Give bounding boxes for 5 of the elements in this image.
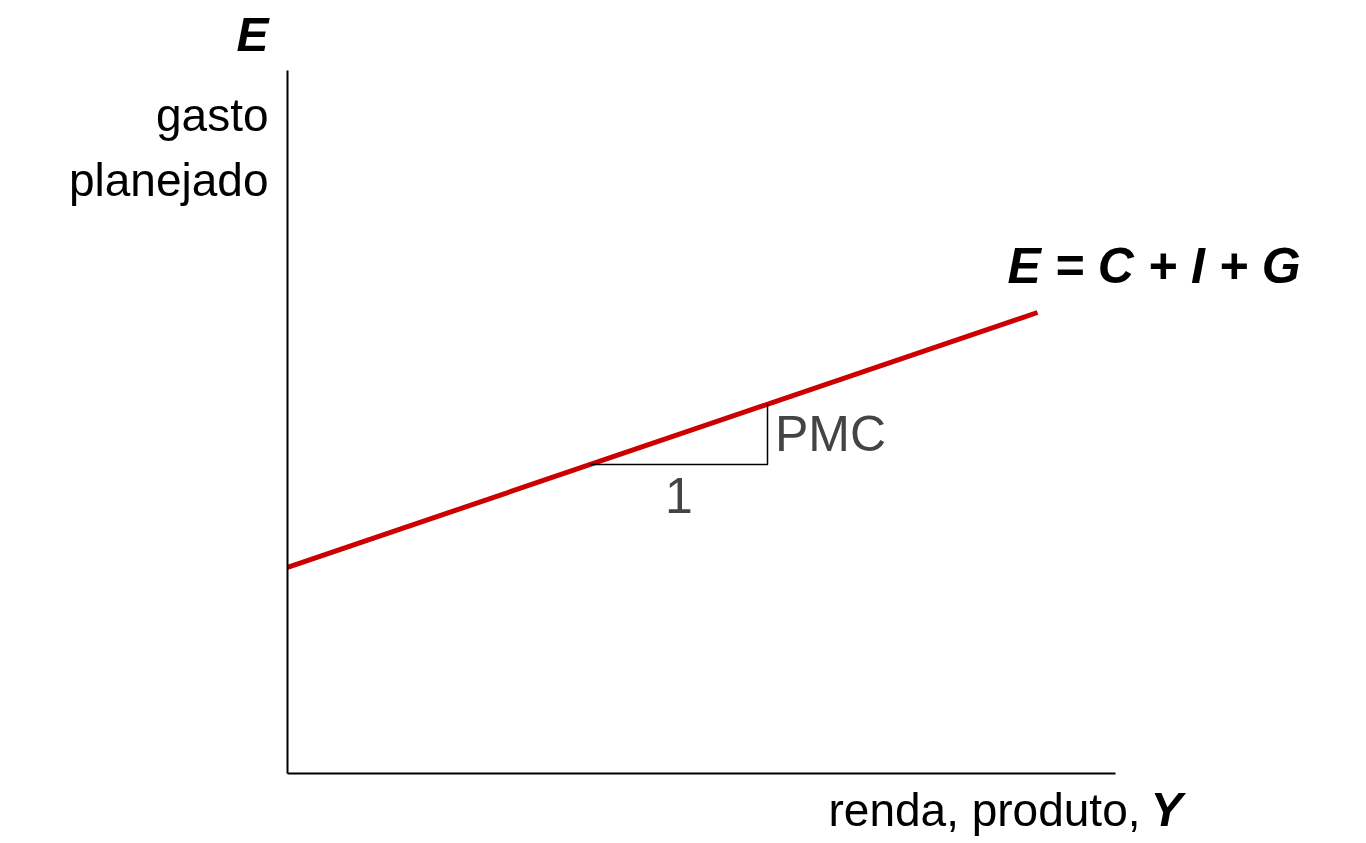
series-label: E = C + I + G	[1007, 238, 1301, 295]
y-axis-title: E gasto planejado	[68, 7, 271, 206]
annotation: 1	[665, 468, 693, 525]
x-axis-title: renda, produto, Y	[828, 782, 1187, 836]
annotation: PMC	[775, 406, 887, 463]
